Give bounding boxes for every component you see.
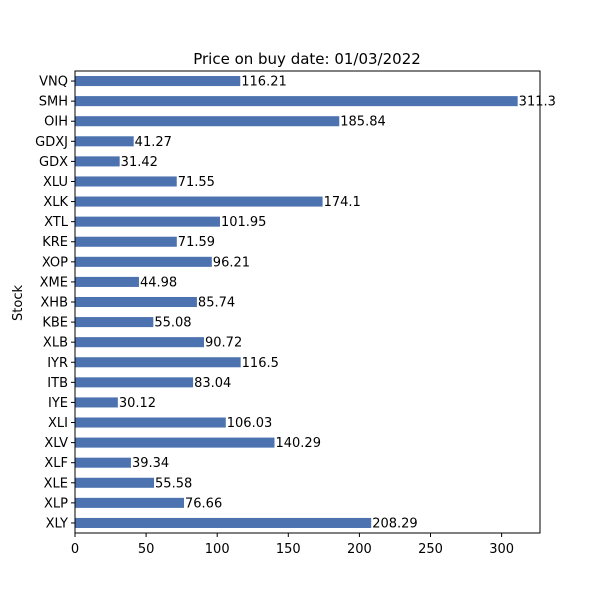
bar-value-label-gdxj: 41.27 [135,135,172,150]
bar-xlb [75,337,205,348]
bar-xtl [75,216,220,227]
x-axis-ticks: 0 50 100 150 200 250 300 [71,533,514,557]
bar-iyr [75,357,241,368]
bar-xlp [75,497,185,508]
bar-value-label-itb: 83.04 [194,376,231,391]
y-tick-label-xly: XLY [46,516,68,531]
bar-value-label-xlp: 76.66 [185,496,222,511]
y-tick-label-gdx: GDX [39,155,68,170]
bar-value-label-kre: 71.59 [178,235,215,250]
bar-xly [75,517,372,528]
chart-title: Price on buy date: 01/03/2022 [193,50,421,68]
bar-value-label-oih: 185.84 [340,115,386,130]
y-tick-label-xlf: XLF [44,456,68,471]
bar-xle [75,477,155,488]
bar-labels-group: 116.21 311.3 185.84 41.27 31.42 71.55 174.1 101… [119,75,556,532]
bar-xli [75,417,226,428]
bar-value-label-xlk: 174.1 [324,195,361,210]
bar-smh [75,96,518,107]
y-tick-label-xli: XLI [48,416,68,431]
y-tick-label-itb: ITB [47,376,68,391]
y-tick-label-xlb: XLB [43,336,68,351]
bar-value-label-xlf: 39.34 [132,456,169,471]
bar-value-label-xtl: 101.95 [221,215,267,230]
y-tick-label-xlk: XLK [43,195,68,210]
y-tick-label-xhb: XHB [40,296,68,311]
bar-xop [75,256,212,267]
bar-oih [75,116,340,127]
y-tick-label-gdxj: GDXJ [35,135,68,150]
bar-value-label-xlb: 90.72 [205,336,242,351]
y-tick-label-xlv: XLV [44,436,68,451]
bar-xlu [75,176,177,187]
bar-xlf [75,457,131,468]
y-tick-label-kre: KRE [42,235,68,250]
bar-value-label-xop: 96.21 [213,255,250,270]
y-tick-label-xle: XLE [44,476,68,491]
bar-xhb [75,296,197,308]
bar-iye [75,397,118,408]
bar-kre [75,236,177,247]
bar-value-label-xle: 55.58 [155,476,192,491]
y-axis-ticks: VNQ SMH OIH GDXJ GDX XLU XLK XTL KRE XOP XME XHB KBE… [35,75,75,531]
bars-group [75,76,518,528]
y-tick-label-xlp: XLP [44,496,68,511]
bar-value-label-gdx: 31.42 [121,155,158,170]
y-tick-label-smh: SMH [39,95,68,110]
bar-value-label-xly: 208.29 [372,516,418,531]
y-tick-label-xlu: XLU [43,175,68,190]
y-tick-label-kbe: KBE [42,316,68,331]
x-tick-label-0: 0 [71,542,79,557]
y-tick-label-iye: IYE [48,396,68,411]
x-tick-label-250: 250 [418,542,443,557]
y-tick-label-vnq: VNQ [39,75,68,90]
bar-vnq [75,76,241,87]
y-tick-label-iyr: IYR [47,356,68,371]
bar-xlv [75,437,275,448]
y-tick-label-xme: XME [40,275,68,290]
bar-value-label-vnq: 116.21 [241,75,287,90]
y-axis-label: Stock [11,285,26,321]
bar-value-label-kbe: 55.08 [154,316,191,331]
x-tick-label-100: 100 [205,542,230,557]
x-tick-label-150: 150 [276,542,301,557]
bar-itb [75,377,194,388]
bar-value-label-xli: 106.03 [227,416,273,431]
bar-value-label-iye: 30.12 [119,396,156,411]
bar-value-label-xme: 44.98 [140,275,177,290]
x-tick-label-50: 50 [138,542,155,557]
y-tick-label-xtl: XTL [44,215,69,230]
bar-gdxj [75,136,134,147]
bar-value-label-smh: 311.3 [519,95,556,110]
bar-value-label-xlv: 140.29 [275,436,321,451]
bar-value-label-iyr: 116.5 [242,356,279,371]
bar-gdx [75,156,120,167]
bar-value-label-xlu: 71.55 [178,175,215,190]
x-tick-label-200: 200 [347,542,372,557]
y-tick-label-oih: OIH [44,115,68,130]
bar-value-label-xhb: 85.74 [198,296,235,311]
bar-xlk [75,196,323,207]
x-tick-label-300: 300 [489,542,514,557]
bar-xme [75,276,139,287]
y-tick-label-xop: XOP [42,255,68,270]
bar-kbe [75,317,154,328]
plot-frame [74,70,541,534]
